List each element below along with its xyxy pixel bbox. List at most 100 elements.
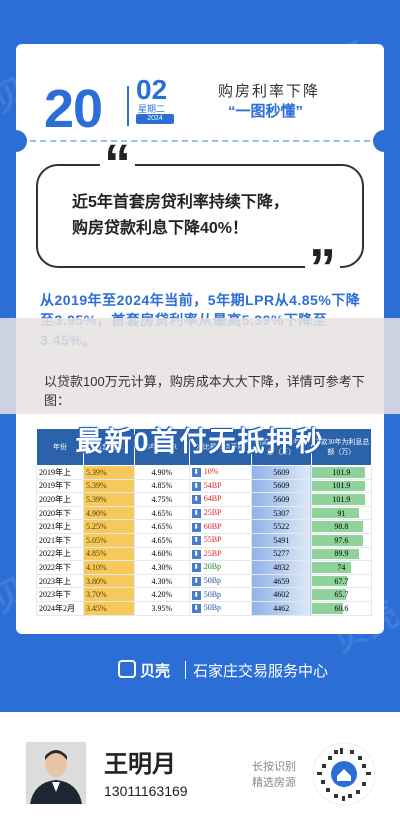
down-arrow-icon: ⬇ bbox=[191, 481, 201, 491]
cell-change-value: 25BP bbox=[203, 548, 222, 558]
cell-change-value: 20Bp bbox=[203, 562, 222, 572]
cell-total-value: 101.9 bbox=[332, 481, 351, 491]
cell-change: ⬇ 10% bbox=[188, 465, 252, 480]
table-row: 2021年上 5.25% 4.65% ⬇ 60BP 5522 98.8 bbox=[36, 519, 373, 534]
cell-first-rate: 3.70% bbox=[82, 587, 135, 602]
cell-interest: 5609 bbox=[250, 478, 312, 494]
cell-interest: 5609 bbox=[250, 465, 312, 480]
table-row: 2022年上 4.85% 4.60% ⬇ 25BP 5277 89.9 bbox=[36, 546, 373, 562]
highlight-line-2: 购房贷款利息下降40%！ bbox=[72, 220, 249, 237]
table-row: 2024年2月 3.45% 3.95% ⬇ 50Bp 4462 60.6 bbox=[36, 600, 373, 616]
cell-change-value: 25BP bbox=[203, 508, 222, 518]
down-arrow-icon: ⬇ bbox=[191, 522, 201, 532]
open-quote-icon: “ bbox=[100, 137, 135, 191]
table-header: 首套利率 bbox=[82, 428, 135, 466]
total-bar bbox=[311, 602, 344, 614]
cell-change-value: 64BP bbox=[203, 494, 222, 504]
cell-year: 2023年下 bbox=[36, 587, 84, 602]
cell-interest: 4832 bbox=[250, 560, 312, 575]
footer-logo: 贝壳 bbox=[140, 663, 171, 680]
cell-total-value: 101.9 bbox=[332, 467, 351, 477]
poster-title: 购房利率下降 bbox=[218, 83, 321, 100]
table-header: 贷款30年为利息总额（万） bbox=[310, 428, 373, 466]
cell-interest: 5609 bbox=[250, 492, 312, 507]
cell-lpr: 4.65% bbox=[133, 519, 190, 534]
cell-lpr: 4.65% bbox=[133, 505, 190, 521]
total-bar bbox=[311, 562, 351, 573]
home-logo-icon bbox=[118, 660, 136, 678]
cell-interest: 5522 bbox=[250, 519, 312, 534]
date-day: 20 bbox=[44, 79, 103, 139]
down-arrow-icon: ⬇ bbox=[191, 468, 201, 478]
cell-interest: 5491 bbox=[250, 532, 312, 548]
down-arrow-icon: ⬇ bbox=[191, 536, 201, 546]
cell-lpr: 4.60% bbox=[133, 546, 190, 562]
cell-change-value: 54BP bbox=[203, 480, 222, 490]
cell-change: ⬇ 60BP bbox=[188, 519, 252, 534]
highlight-text: 近5年首套房贷利率持续下降， 购房贷款利息下降40%！ bbox=[72, 190, 289, 242]
table-row: 2021年下 5.05% 4.65% ⬇ 55BP 5491 97.6 bbox=[36, 532, 373, 548]
cell-interest: 5307 bbox=[250, 505, 312, 521]
total-bar bbox=[311, 589, 347, 600]
close-quote-icon: ” bbox=[305, 241, 340, 295]
cell-total-value: 89.9 bbox=[334, 549, 349, 559]
agent-name: 王明月 bbox=[104, 751, 176, 778]
cell-total-value: 97.6 bbox=[334, 535, 349, 545]
cell-change: ⬇ 50Bp bbox=[188, 573, 252, 589]
cell-lpr: 4.20% bbox=[133, 587, 190, 602]
cell-lpr: 4.65% bbox=[133, 532, 190, 548]
table-header-row: 年份 首套利率 5年期LPR 对比最高点下降 贷款100万30年利息（万） 贷款… bbox=[36, 428, 373, 466]
agent-phone[interactable]: 13011163169 bbox=[104, 783, 188, 799]
overlay-paragraph: 以贷款100万元计算，购房成本大大下降，详情可参考下图： bbox=[44, 374, 365, 408]
cell-lpr: 4.85% bbox=[133, 478, 190, 494]
cell-lpr: 4.75% bbox=[133, 492, 190, 507]
total-bar bbox=[311, 507, 360, 519]
cell-change: ⬇ 54BP bbox=[188, 478, 252, 494]
date-weekday: 星期二 bbox=[138, 104, 166, 114]
cell-year: 2019年上 bbox=[36, 465, 84, 480]
cell-first-rate: 5.39% bbox=[82, 465, 135, 480]
cell-year: 2024年2月 bbox=[36, 600, 84, 616]
total-bar bbox=[311, 548, 359, 560]
table-row: 2019年下 5.39% 4.85% ⬇ 54BP 5609 101.9 bbox=[36, 478, 373, 494]
overlay-banner: 最新0首付无抵押秒 bbox=[75, 427, 325, 457]
mini-program-qr-code[interactable] bbox=[312, 742, 376, 806]
table-header: 对比最高点下降 bbox=[188, 428, 252, 466]
cell-total: 101.9 bbox=[310, 478, 373, 494]
table-row: 2019年上 5.39% 4.90% ⬇ 10% 5609 101.9 bbox=[36, 465, 373, 480]
down-arrow-icon: ⬇ bbox=[191, 604, 201, 614]
cell-year: 2022年下 bbox=[36, 560, 84, 575]
cell-change: ⬇ 64BP bbox=[188, 492, 252, 507]
cell-change: ⬇ 50Bp bbox=[188, 600, 252, 616]
cell-lpr: 4.90% bbox=[133, 465, 190, 480]
total-bar bbox=[311, 480, 366, 492]
cell-total-value: 74 bbox=[337, 562, 346, 572]
cell-change-value: 50Bp bbox=[203, 576, 222, 586]
cell-change-value: 50Bp bbox=[203, 589, 222, 599]
cell-total: 65.7 bbox=[310, 587, 373, 602]
cell-change: ⬇ 50Bp bbox=[188, 587, 252, 602]
cell-lpr: 4.30% bbox=[133, 560, 190, 575]
cell-change: ⬇ 20Bp bbox=[188, 560, 252, 575]
agent-avatar bbox=[26, 742, 86, 804]
cell-total-value: 101.9 bbox=[332, 494, 351, 504]
dashed-divider bbox=[30, 140, 370, 142]
cell-total-value: 98.8 bbox=[334, 522, 349, 532]
cell-first-rate: 3.80% bbox=[82, 573, 135, 589]
qr-hint: 精选房源 bbox=[252, 777, 296, 789]
cell-total: 101.9 bbox=[310, 465, 373, 480]
date-separator bbox=[127, 86, 129, 126]
cell-total: 101.9 bbox=[310, 492, 373, 507]
cell-interest: 5277 bbox=[250, 546, 312, 562]
cell-interest: 4602 bbox=[250, 587, 312, 602]
total-bar bbox=[311, 521, 364, 532]
total-bar bbox=[311, 534, 363, 546]
cell-year: 2021年下 bbox=[36, 532, 84, 548]
cell-interest: 4659 bbox=[250, 573, 312, 589]
cell-year: 2019年下 bbox=[36, 478, 84, 494]
cell-first-rate: 3.45% bbox=[82, 600, 135, 616]
table-row: 2020年上 5.39% 4.75% ⬇ 64BP 5609 101.9 bbox=[36, 492, 373, 507]
cell-year: 2022年上 bbox=[36, 546, 84, 562]
date-year: 2024 bbox=[136, 114, 174, 124]
cell-year: 2023年上 bbox=[36, 573, 84, 589]
